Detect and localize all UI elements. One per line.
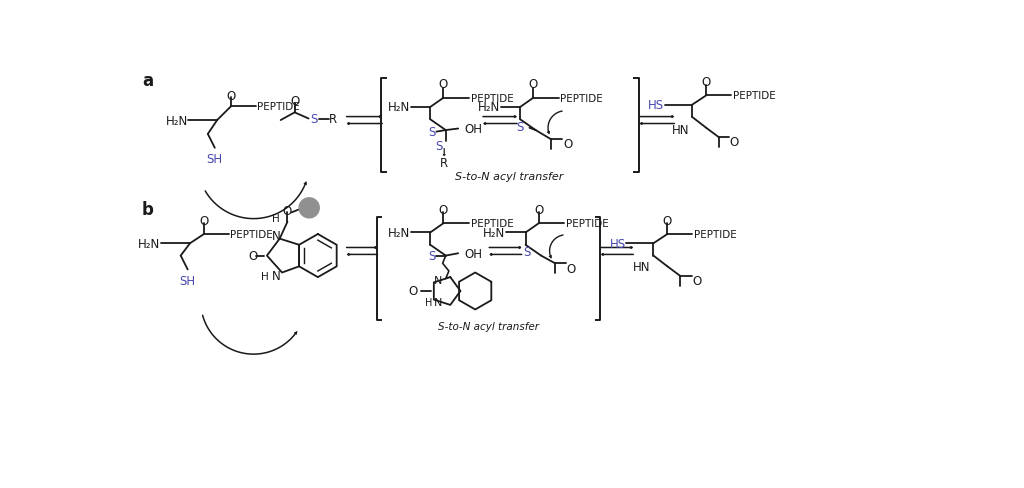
Text: SH: SH [207,153,223,166]
Text: PEPTIDE: PEPTIDE [566,219,608,229]
Text: OH: OH [464,247,482,260]
Text: O: O [528,78,538,91]
Text: S: S [523,246,530,259]
Text: H: H [272,213,280,224]
Text: O: O [290,94,299,107]
Text: HS: HS [609,237,626,250]
Text: PEPTIDE: PEPTIDE [732,91,775,101]
Text: N: N [434,297,442,307]
Text: HN: HN [633,260,650,273]
Text: O: O [409,285,418,298]
Text: O: O [249,249,258,263]
Text: R: R [440,157,449,169]
Text: O: O [692,275,701,288]
Text: S: S [517,121,524,133]
Text: PEPTIDE: PEPTIDE [693,229,736,240]
Text: O: O [729,136,738,149]
Text: PEPTIDE: PEPTIDE [471,219,513,229]
Text: PEPTIDE: PEPTIDE [471,94,513,103]
Text: N: N [271,269,281,283]
Text: H₂N: H₂N [388,226,410,240]
Text: O: O [226,90,236,102]
Text: S: S [435,140,442,153]
Text: b: b [142,201,154,219]
Text: HN: HN [672,123,689,137]
Text: HS: HS [648,99,665,112]
Text: H₂N: H₂N [478,101,500,114]
Text: PEPTIDE: PEPTIDE [257,102,300,112]
Text: H₂N: H₂N [166,114,187,127]
Text: O: O [283,205,292,218]
Text: H₂N: H₂N [483,226,506,240]
Text: O: O [439,78,449,91]
Text: PEPTIDE: PEPTIDE [230,229,273,240]
Text: S-to-⁠N acyl transfer: S-to-⁠N acyl transfer [438,322,539,332]
Text: S: S [428,126,435,139]
Text: N: N [271,229,281,243]
Text: O: O [535,203,544,216]
Circle shape [299,199,319,219]
Text: H₂N: H₂N [388,101,410,114]
Text: O: O [701,76,711,89]
Text: H₂N: H₂N [138,237,161,250]
Text: PEPTIDE: PEPTIDE [560,94,603,103]
Text: N: N [434,276,442,285]
Text: SH: SH [179,274,196,287]
Text: R: R [330,113,338,126]
Text: O: O [566,263,575,276]
Text: OH: OH [464,123,482,136]
Text: O: O [563,138,572,151]
Text: O: O [200,214,209,227]
Text: S: S [428,249,435,263]
Text: S-to-⁠N acyl transfer: S-to-⁠N acyl transfer [455,172,563,182]
Text: O: O [663,214,672,227]
Text: a: a [142,72,153,90]
Text: H: H [261,271,269,281]
Text: S: S [310,113,317,126]
Text: O: O [439,203,449,216]
Text: H: H [425,297,432,307]
